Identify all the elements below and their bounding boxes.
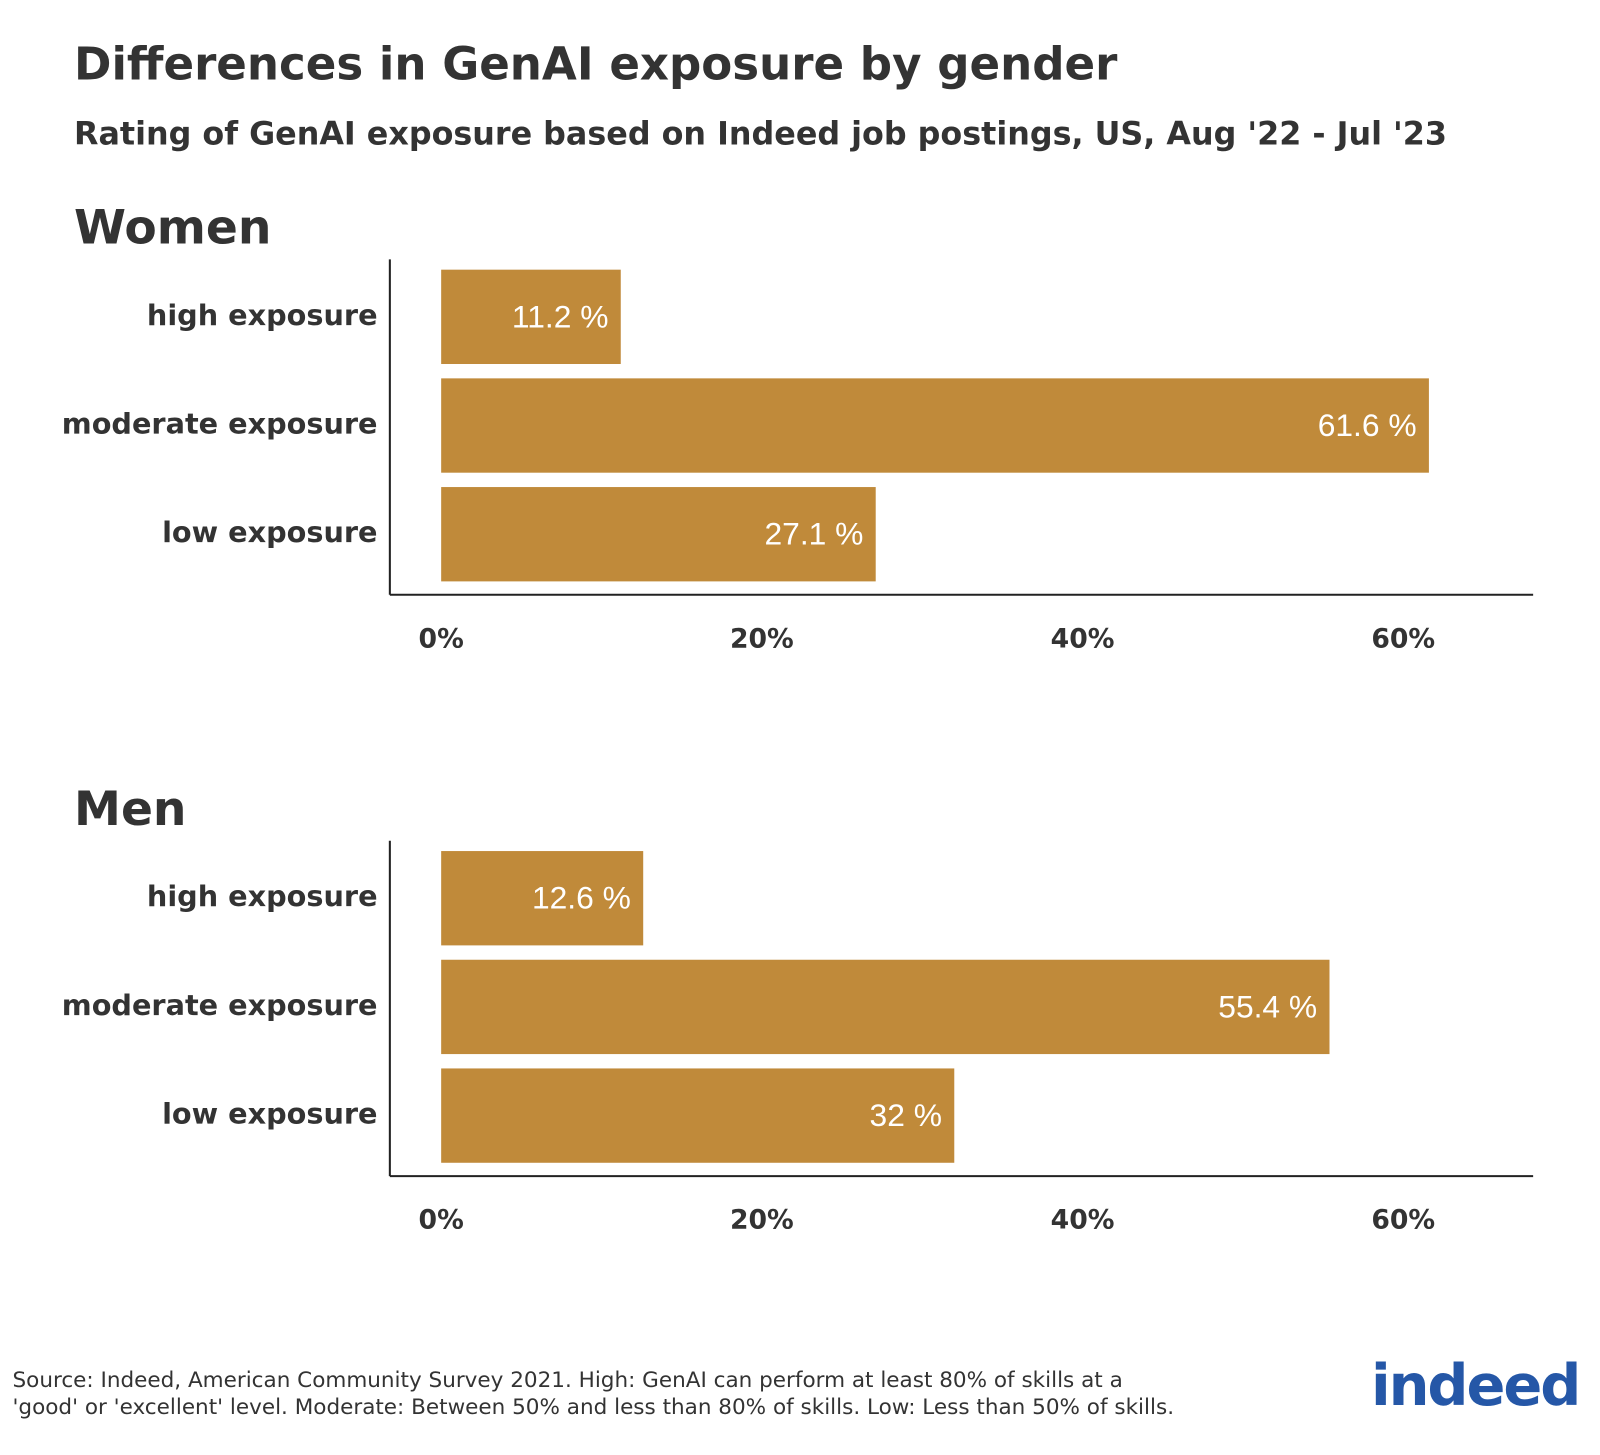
source-note: 'good' or 'excellent' level. Moderate: B…	[13, 1395, 1175, 1420]
value-label: 55.4 %	[1218, 988, 1317, 1024]
value-label: 27.1 %	[764, 516, 863, 552]
bar	[441, 378, 1429, 473]
x-tick-label: 40%	[1051, 1205, 1115, 1236]
source-note: Source: Indeed, American Community Surve…	[13, 1368, 1123, 1393]
chart-title: Differences in GenAI exposure by gender	[74, 38, 1118, 91]
category-label: low exposure	[162, 1097, 377, 1131]
bar	[441, 269, 621, 365]
x-tick-label: 20%	[730, 623, 794, 654]
category-label: moderate exposure	[62, 407, 378, 441]
panel-title: Men	[74, 782, 186, 837]
value-label: 61.6 %	[1318, 407, 1417, 443]
x-tick-label: 60%	[1371, 1205, 1435, 1236]
x-tick-label: 0%	[419, 1205, 464, 1236]
value-label: 32 %	[870, 1097, 942, 1133]
x-tick-label: 0%	[419, 623, 464, 654]
category-label: high exposure	[147, 879, 378, 913]
x-tick-label: 60%	[1371, 623, 1435, 654]
category-label: high exposure	[147, 298, 378, 332]
category-label: low exposure	[162, 515, 377, 549]
chart-subtitle: Rating of GenAI exposure based on Indeed…	[74, 116, 1447, 152]
value-label: 12.6 %	[532, 880, 631, 916]
panel-title: Women	[74, 201, 271, 256]
bar	[441, 1068, 955, 1163]
x-tick-label: 40%	[1051, 623, 1115, 654]
bar	[441, 959, 1330, 1055]
x-tick-label: 20%	[730, 1205, 794, 1236]
bar	[441, 487, 876, 582]
logo: indeed	[1371, 1352, 1579, 1419]
bar	[441, 851, 644, 946]
category-label: moderate exposure	[62, 988, 378, 1022]
value-label: 11.2 %	[512, 298, 609, 334]
